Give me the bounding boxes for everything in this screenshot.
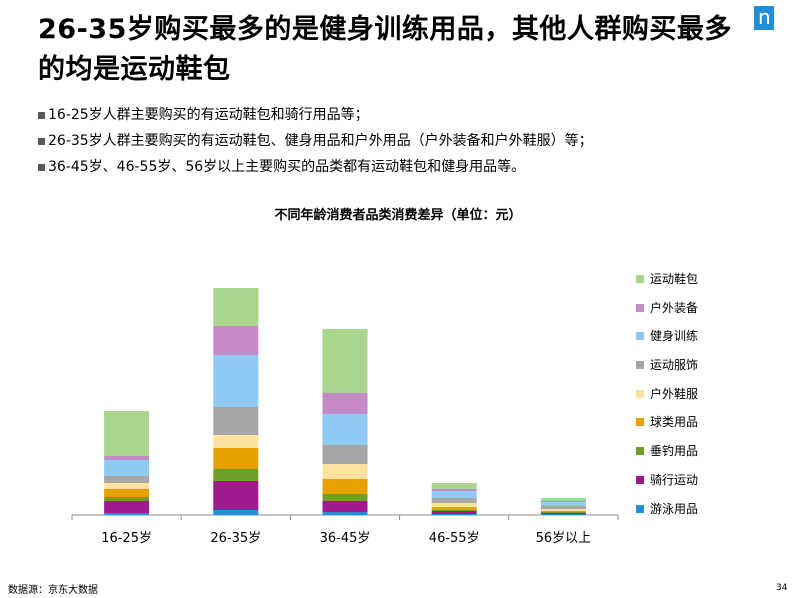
bar-segment: [540, 514, 586, 515]
bar-segment: [213, 355, 259, 407]
bar-segment: [213, 288, 259, 326]
bar-segment: [322, 494, 368, 501]
bar-segment: [213, 407, 259, 435]
page-title: 26-35岁购买最多的是健身训练用品，其他人群购买最多的均是运动鞋包: [38, 14, 732, 85]
bullet-item: 26-35岁人群主要购买的有运动鞋包、健身用品和户外用品（户外装备和户外鞋服）等…: [38, 128, 778, 154]
bar-segment: [213, 510, 259, 515]
square-bullet-icon: [38, 138, 45, 145]
legend-label: 运动鞋包: [650, 272, 699, 286]
legend-item: 户外装备: [636, 301, 698, 330]
legend-item: 垂钓用品: [636, 444, 698, 473]
bar-segment: [104, 476, 150, 483]
bar-segment: [213, 481, 259, 510]
x-tick-label: 16-25岁: [101, 531, 152, 546]
bar-segment: [431, 507, 477, 510]
bar-segment: [322, 414, 368, 445]
x-tick-label: 36-45岁: [320, 531, 371, 546]
bar-segment: [431, 483, 477, 489]
legend-swatch: [636, 332, 644, 341]
bullet-list: 16-25岁人群主要购买的有运动鞋包和骑行用品等； 26-35岁人群主要购买的有…: [38, 102, 778, 180]
legend-item: 健身训练: [636, 329, 698, 358]
legend-item: 游泳用品: [636, 502, 698, 531]
legend-item: 户外鞋服: [636, 387, 698, 416]
legend-swatch: [636, 275, 644, 283]
legend-item: 运动鞋包: [636, 272, 698, 301]
page-number: 34: [776, 583, 788, 593]
x-tick-label: 26-35岁: [210, 531, 261, 546]
legend-label: 垂钓用品: [650, 444, 699, 459]
square-bullet-icon: [38, 112, 45, 119]
bar-segment: [322, 329, 368, 393]
bar-segment: [540, 513, 586, 514]
bar-segment: [540, 498, 586, 501]
bar-segment: [104, 460, 150, 476]
bar-segment: [431, 498, 477, 503]
x-tick-label: 46-55岁: [429, 531, 480, 546]
bar-segment: [104, 513, 150, 515]
legend-label: 运动服饰: [650, 358, 699, 373]
bar-segment: [431, 510, 477, 511]
chart-title: 不同年龄消费者品类消费差异（单位：元）: [274, 208, 522, 223]
nielsen-logo: n: [754, 6, 774, 30]
bar-segment: [431, 503, 477, 507]
bar-segment: [322, 445, 368, 464]
bar-segment: [104, 483, 150, 489]
bar-segment: [104, 501, 150, 513]
bar-segment: [431, 489, 477, 491]
bullet-item: 16-25岁人群主要购买的有运动鞋包和骑行用品等；: [38, 102, 778, 128]
legend-swatch: [636, 418, 644, 427]
bar-segment: [540, 512, 586, 513]
legend-item: 骑行运动: [636, 473, 698, 502]
bar-segment: [104, 497, 150, 501]
legend-swatch: [636, 389, 644, 398]
legend-item: 球类用品: [636, 415, 698, 444]
bar-segment: [540, 509, 586, 511]
data-source: 数据源：京东大数据: [8, 585, 98, 596]
legend-label: 骑行运动: [650, 472, 699, 487]
bar-segment: [540, 502, 586, 506]
bar-segment: [540, 501, 586, 502]
legend-label: 户外装备: [650, 300, 699, 315]
bar-segment: [431, 511, 477, 514]
bar-segment: [540, 506, 586, 509]
bullet-item: 36-45岁、46-55岁、56岁以上主要购买的品类都有运动鞋包和健身用品等。: [38, 154, 778, 180]
chart-legend: 运动鞋包户外装备健身训练运动服饰户外鞋服球类用品垂钓用品骑行运动游泳用品: [636, 272, 698, 530]
bar-segment: [322, 393, 368, 414]
bar-segment: [431, 514, 477, 515]
bar-segment: [540, 511, 586, 512]
legend-item: 运动服饰: [636, 358, 698, 387]
legend-swatch: [636, 447, 644, 456]
bar-segment: [104, 489, 150, 497]
bar-segment: [322, 501, 368, 512]
bar-segment: [213, 435, 259, 448]
legend-label: 健身训练: [650, 329, 699, 344]
bar-segment: [322, 512, 368, 515]
bar-segment: [104, 411, 150, 456]
x-tick-label: 56岁以上: [536, 531, 592, 546]
legend-swatch: [636, 475, 644, 484]
bar-segment: [322, 464, 368, 479]
legend-swatch: [636, 361, 644, 370]
legend-swatch: [636, 303, 644, 312]
bar-segment: [213, 326, 259, 355]
bar-segment: [213, 448, 259, 469]
legend-label: 游泳用品: [650, 501, 699, 516]
legend-label: 球类用品: [650, 415, 699, 430]
bar-segment: [104, 456, 150, 460]
bar-segment: [431, 491, 477, 498]
legend-swatch: [636, 504, 644, 513]
square-bullet-icon: [38, 164, 45, 171]
bar-segment: [213, 469, 259, 481]
legend-label: 户外鞋服: [650, 386, 699, 401]
bar-segment: [322, 479, 368, 494]
